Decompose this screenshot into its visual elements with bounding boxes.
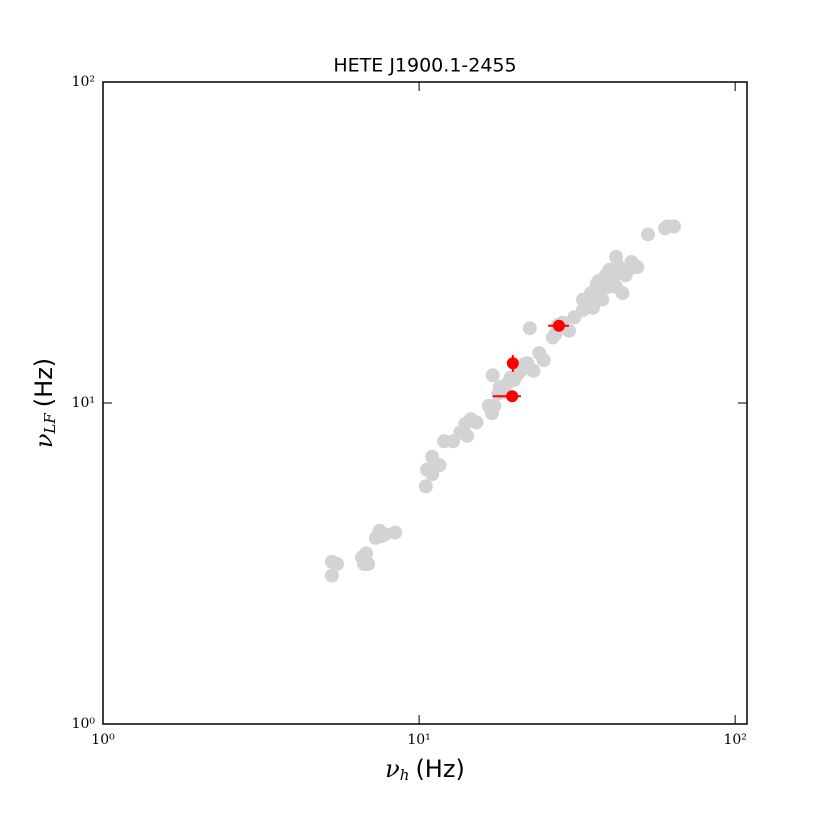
x-tick-label: 10²	[723, 732, 746, 748]
y-tick-label: 10⁰	[72, 716, 96, 732]
y-label-sub: LF	[41, 413, 59, 435]
point	[589, 276, 604, 291]
point	[374, 529, 389, 544]
x-label-symbol: ν	[385, 755, 400, 783]
x-label-unit: (Hz)	[415, 755, 464, 783]
point	[460, 428, 475, 443]
point	[522, 321, 537, 336]
x-tick-label: 10¹	[407, 732, 430, 748]
x-axis-label: νh (Hz)	[385, 755, 465, 785]
point	[330, 557, 345, 572]
chart-title: HETE J1900.1-2455	[333, 55, 516, 77]
x-tick-label: 10⁰	[91, 732, 115, 748]
point	[359, 546, 374, 561]
point	[586, 300, 601, 315]
point	[506, 390, 519, 403]
x-label-sub: h	[400, 766, 410, 784]
y-label-symbol: ν	[30, 434, 58, 449]
point	[595, 292, 610, 307]
point	[536, 353, 551, 368]
point	[388, 525, 403, 540]
point	[418, 479, 433, 494]
point	[666, 219, 681, 234]
y-axis-label: νLF (Hz)	[30, 358, 60, 448]
point	[506, 357, 519, 370]
point	[615, 286, 630, 301]
y-label-unit: (Hz)	[30, 358, 58, 407]
point	[641, 227, 656, 242]
point	[469, 415, 484, 430]
point	[561, 323, 576, 338]
point	[630, 260, 645, 275]
point	[526, 363, 541, 378]
point	[552, 319, 565, 332]
y-tick-label: 10¹	[72, 395, 95, 411]
point	[487, 398, 502, 413]
point	[485, 368, 500, 383]
point	[575, 292, 590, 307]
y-tick-label: 10²	[72, 74, 95, 90]
point	[324, 568, 339, 583]
point	[361, 557, 376, 572]
point	[432, 458, 447, 473]
